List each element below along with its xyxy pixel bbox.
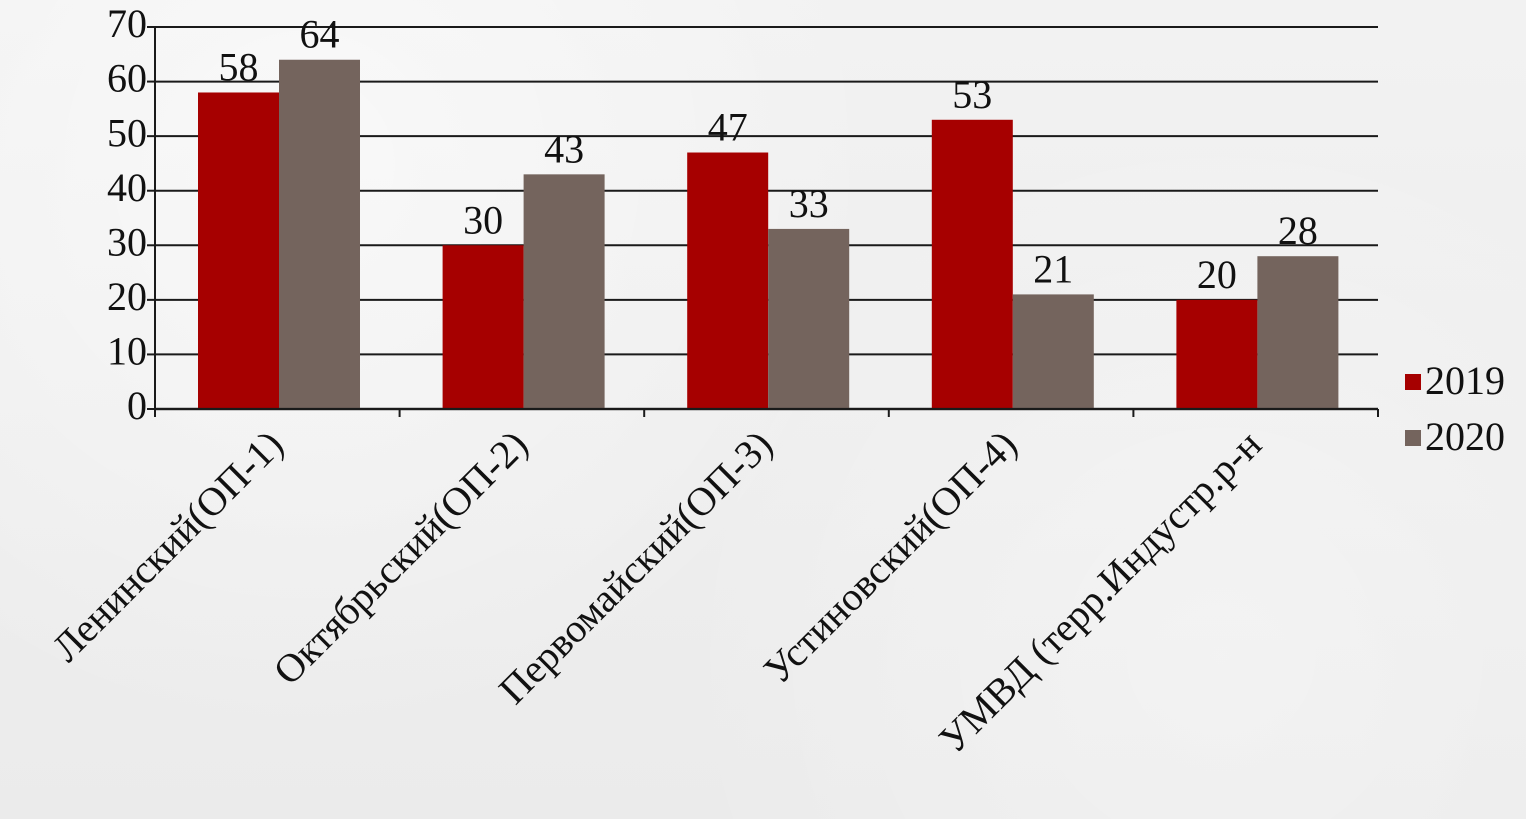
bar-2019-5 bbox=[1176, 299, 1258, 409]
legend: 2019 2020 bbox=[1405, 358, 1505, 459]
y-tick-label-40: 40 bbox=[107, 165, 147, 210]
category-label-1: Ленинский(ОП-1) bbox=[43, 422, 292, 671]
legend-swatch-2019 bbox=[1405, 374, 1421, 390]
bar-2020-2 bbox=[523, 174, 605, 409]
data-label-2019-2: 30 bbox=[463, 197, 503, 242]
bar-2019-3 bbox=[687, 152, 769, 409]
y-tick-label-60: 60 bbox=[107, 56, 147, 101]
bar-2019-1 bbox=[198, 92, 279, 409]
data-label-2019-4: 53 bbox=[952, 72, 992, 117]
data-label-2020-4: 21 bbox=[1033, 246, 1073, 291]
legend-label-2019: 2019 bbox=[1425, 358, 1505, 403]
bar-2019-4 bbox=[931, 119, 1013, 410]
data-label-2019-3: 47 bbox=[708, 105, 748, 150]
category-label-3: Первомайский(ОП-3) bbox=[490, 422, 781, 713]
bar-2020-3 bbox=[768, 228, 850, 409]
y-tick-label-30: 30 bbox=[107, 219, 147, 264]
category-label-4: Устиновский(ОП-4) bbox=[755, 422, 1026, 693]
category-label-2: Октябрьский(ОП-2) bbox=[264, 422, 536, 694]
legend-label-2020: 2020 bbox=[1425, 414, 1505, 459]
data-label-2020-2: 43 bbox=[544, 126, 584, 171]
y-tick-label-50: 50 bbox=[107, 110, 147, 155]
y-tick-label-20: 20 bbox=[107, 274, 147, 319]
y-tick-label-0: 0 bbox=[127, 383, 147, 428]
data-label-2020-1: 64 bbox=[300, 12, 340, 57]
legend-swatch-2020 bbox=[1405, 430, 1421, 446]
data-label-2019-1: 58 bbox=[219, 44, 259, 89]
bar-2020-5 bbox=[1257, 256, 1339, 409]
bar-2020-4 bbox=[1012, 294, 1094, 409]
axes bbox=[147, 26, 1379, 417]
y-tick-label-10: 10 bbox=[107, 329, 147, 374]
data-label-2020-3: 33 bbox=[789, 181, 829, 226]
y-tick-label-70: 70 bbox=[107, 1, 147, 46]
bars bbox=[198, 59, 1339, 410]
bar-2019-2 bbox=[442, 245, 524, 409]
bar-2020-1 bbox=[279, 59, 360, 409]
data-label-2020-5: 28 bbox=[1278, 208, 1318, 253]
data-label-2019-5: 20 bbox=[1197, 252, 1237, 297]
